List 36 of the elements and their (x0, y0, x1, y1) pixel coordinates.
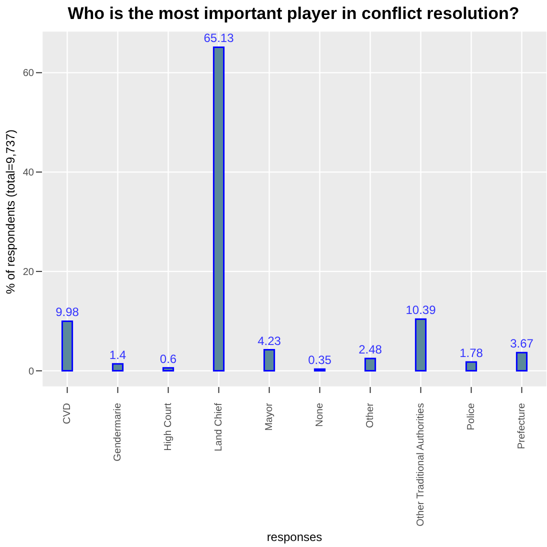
data-label: 3.67 (510, 336, 534, 351)
data-label: 65.13 (204, 31, 234, 46)
bar (414, 318, 427, 372)
x-tick-label: High Court (162, 402, 174, 451)
x-tick-label: Other (364, 402, 376, 428)
data-label: 2.48 (358, 342, 382, 356)
data-label: 9.98 (56, 305, 80, 320)
bar (516, 352, 528, 372)
x-tick-label: Land Chief (213, 402, 224, 452)
bar (162, 367, 174, 372)
bar (364, 358, 376, 372)
y-tick-label: 0 (28, 366, 34, 378)
data-label: 1.4 (109, 348, 126, 362)
bar (61, 320, 74, 372)
data-label: 1.78 (460, 346, 484, 360)
x-tick-label: Mayor (264, 402, 275, 431)
x-tick-label: Other Traditional Authorities (415, 403, 426, 526)
bar (212, 46, 225, 372)
y-axis-title: % of respondents (total=9,737) (3, 130, 18, 294)
x-tick-label: Gendermarie (112, 402, 124, 462)
data-label: 10.39 (406, 303, 436, 318)
x-axis-title: responses (266, 530, 322, 544)
x-tick-label: Police (466, 402, 477, 430)
data-label: 0.6 (160, 352, 177, 366)
y-tick-label: 20 (22, 266, 34, 278)
x-tick-label: Prefecture (516, 402, 528, 450)
bar (263, 349, 276, 372)
data-label: 0.35 (308, 353, 332, 368)
y-tick-label: 60 (22, 68, 34, 80)
x-tick-label: CVD (62, 403, 73, 424)
x-tick-label: None (314, 402, 326, 427)
bar (465, 361, 478, 372)
data-label: 4.23 (258, 334, 282, 348)
chart-title: Who is the most important player in conflict resolution? (66, 4, 520, 24)
bar (112, 363, 124, 372)
y-tick-label: 40 (22, 168, 34, 179)
